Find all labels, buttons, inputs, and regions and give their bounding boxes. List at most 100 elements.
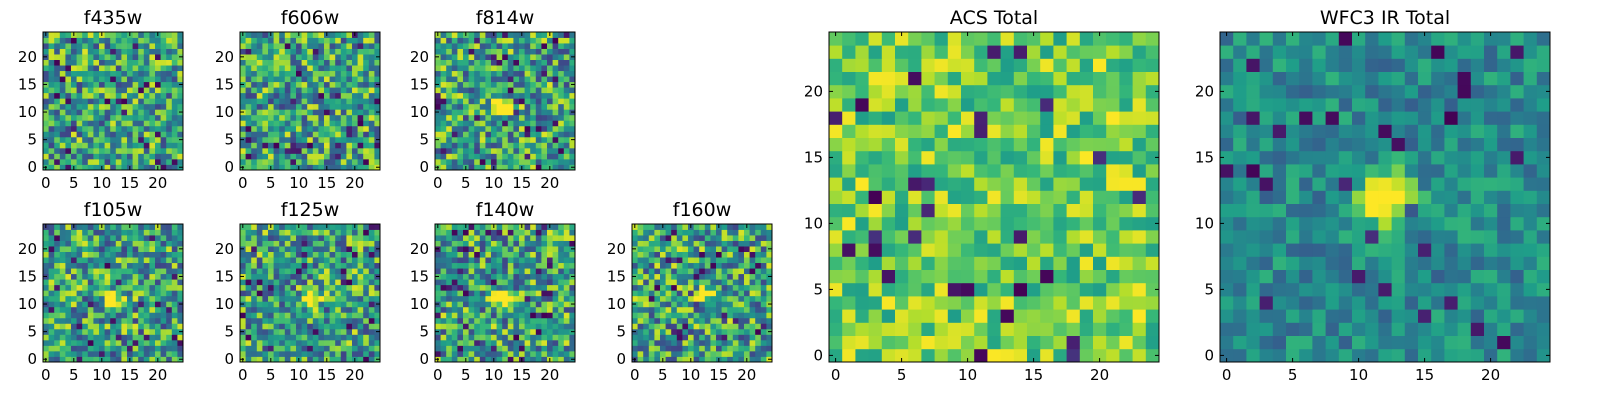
- heatmap-cell: [368, 70, 375, 77]
- heatmap-cell: [149, 235, 156, 241]
- heatmap-cell: [563, 240, 570, 247]
- heatmap-cell: [732, 257, 739, 264]
- heatmap-cell: [240, 317, 246, 324]
- heatmap-cell: [558, 81, 565, 88]
- heatmap-cell: [643, 301, 650, 308]
- heatmap-cell: [138, 142, 145, 149]
- heatmap-cell: [468, 246, 475, 252]
- heatmap-cell: [251, 131, 258, 138]
- heatmap-cell: [160, 120, 167, 127]
- heatmap-cell: [569, 317, 576, 324]
- heatmap-cell: [127, 120, 133, 127]
- heatmap-cell: [115, 59, 122, 66]
- heatmap-cell: [643, 317, 650, 324]
- heatmap-cell: [296, 317, 302, 324]
- heatmap-cell: [485, 92, 492, 99]
- heatmap-cell: [474, 279, 481, 286]
- heatmap-cell: [59, 76, 66, 83]
- heatmap-cell: [279, 48, 286, 55]
- heatmap-cell: [329, 37, 336, 44]
- y-tick-label: 0: [224, 350, 234, 368]
- heatmap-cell: [71, 339, 77, 346]
- heatmap-cell: [87, 98, 94, 105]
- heatmap-cell: [48, 136, 55, 143]
- heatmap-cell: [643, 306, 650, 313]
- heatmap-cell: [569, 142, 576, 149]
- heatmap-cell: [301, 87, 308, 94]
- heatmap-cell: [643, 262, 650, 269]
- heatmap-cell: [143, 65, 150, 72]
- heatmap-cell: [143, 224, 150, 230]
- heatmap-cell: [245, 98, 252, 105]
- heatmap-cell: [82, 54, 89, 60]
- heatmap-cell: [54, 328, 61, 335]
- y-tick-label: 0: [224, 158, 234, 176]
- heatmap-cell: [842, 348, 856, 363]
- heatmap-cell: [721, 317, 728, 324]
- heatmap-cell: [363, 301, 370, 308]
- heatmap-cell: [138, 345, 145, 352]
- heatmap-cell: [535, 76, 542, 83]
- heatmap-cell: [177, 339, 184, 346]
- heatmap-cell: [491, 306, 497, 313]
- heatmap-cell: [363, 76, 370, 83]
- heatmap-cell: [132, 224, 139, 230]
- heatmap-cell: [569, 312, 576, 319]
- x-tick-label: 0: [41, 174, 51, 192]
- heatmap-cell: [357, 158, 364, 165]
- heatmap-cell: [87, 339, 94, 346]
- heatmap-cell: [65, 339, 72, 346]
- heatmap-cell: [268, 43, 274, 49]
- heatmap-cell: [256, 70, 263, 77]
- heatmap-cell: [312, 131, 319, 138]
- heatmap-cell: [251, 142, 258, 149]
- heatmap-cell: [682, 273, 689, 280]
- heatmap-cell: [143, 279, 150, 286]
- heatmap-cell: [921, 164, 935, 178]
- heatmap-cell: [54, 229, 61, 236]
- heatmap-cell: [558, 229, 565, 236]
- heatmap-cell: [43, 350, 49, 357]
- heatmap-cell: [59, 120, 66, 127]
- heatmap-cell: [177, 153, 184, 160]
- heatmap-cell: [374, 120, 381, 127]
- heatmap-cell: [738, 334, 745, 341]
- heatmap-cell: [485, 125, 492, 132]
- heatmap-cell: [318, 158, 325, 165]
- heatmap-cell: [502, 43, 509, 49]
- heatmap-cell: [240, 257, 246, 264]
- heatmap-cell: [507, 273, 514, 280]
- heatmap-cell: [530, 76, 537, 83]
- heatmap-cell: [346, 158, 353, 165]
- heatmap-cell: [166, 301, 173, 308]
- heatmap-cell: [301, 43, 308, 49]
- y-tick-label: 5: [419, 131, 429, 149]
- heatmap-cell: [43, 295, 49, 302]
- heatmap-cell: [273, 98, 280, 105]
- heatmap-cell: [440, 32, 447, 38]
- heatmap-cell: [682, 356, 689, 363]
- heatmap-cell: [671, 284, 678, 291]
- heatmap-cell: [530, 224, 537, 230]
- heatmap-cell: [435, 268, 441, 275]
- heatmap-cell: [868, 216, 883, 231]
- heatmap-cell: [1093, 309, 1107, 323]
- heatmap-cell: [335, 328, 342, 335]
- heatmap-cell: [468, 65, 475, 72]
- heatmap-cell: [273, 37, 280, 44]
- heatmap-cell: [59, 103, 66, 110]
- heatmap-cell: [357, 81, 364, 88]
- heatmap-cell: [245, 339, 252, 346]
- heatmap-cell: [507, 224, 514, 230]
- heatmap-cell: [1027, 203, 1041, 218]
- heatmap-cell: [699, 246, 706, 252]
- heatmap-cell: [541, 120, 548, 127]
- heatmap-cell: [357, 295, 364, 302]
- heatmap-cell: [251, 334, 258, 341]
- heatmap-cell: [149, 142, 156, 149]
- heatmap-cell: [563, 268, 570, 275]
- heatmap-cell: [374, 142, 381, 149]
- heatmap-cell: [59, 323, 66, 330]
- heatmap-cell: [463, 279, 469, 286]
- heatmap-cell: [132, 273, 139, 280]
